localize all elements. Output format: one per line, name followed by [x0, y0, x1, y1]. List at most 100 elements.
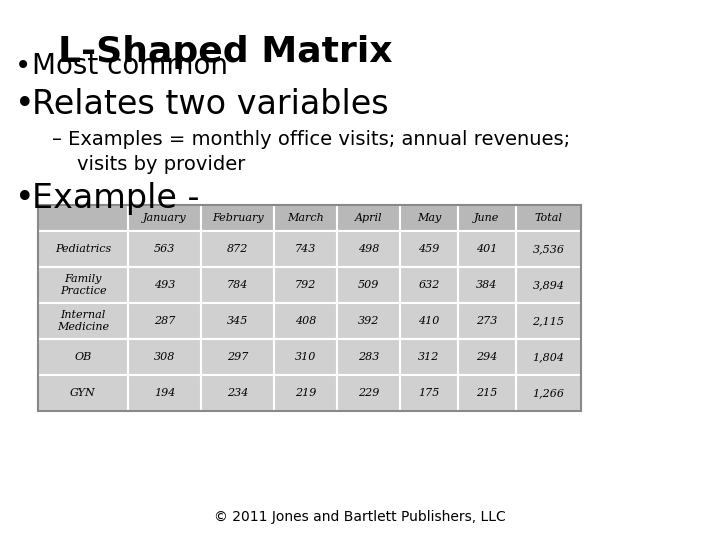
Bar — [128, 339, 201, 375]
Bar — [516, 205, 581, 231]
Text: 1,804: 1,804 — [533, 352, 564, 362]
Bar — [128, 205, 201, 231]
Text: GYN: GYN — [70, 388, 96, 398]
Bar — [201, 339, 274, 375]
Bar — [400, 303, 458, 339]
Bar — [516, 231, 581, 267]
Bar — [128, 231, 201, 267]
Bar — [274, 205, 337, 231]
Text: 392: 392 — [358, 316, 379, 326]
Bar — [400, 375, 458, 411]
Text: 3,536: 3,536 — [533, 244, 564, 254]
Bar — [337, 303, 400, 339]
Bar — [128, 303, 201, 339]
Bar — [400, 231, 458, 267]
Text: 401: 401 — [477, 244, 498, 254]
Bar — [337, 205, 400, 231]
Text: 459: 459 — [418, 244, 440, 254]
Text: 1,266: 1,266 — [533, 388, 564, 398]
Bar — [337, 375, 400, 411]
Text: 345: 345 — [227, 316, 248, 326]
Text: February: February — [212, 213, 264, 223]
Bar — [458, 205, 516, 231]
Text: 632: 632 — [418, 280, 440, 290]
Bar — [337, 267, 400, 303]
Text: Pediatrics: Pediatrics — [55, 244, 111, 254]
Text: •: • — [15, 88, 35, 121]
Text: April: April — [355, 213, 382, 223]
Text: 2,115: 2,115 — [533, 316, 564, 326]
Text: 297: 297 — [227, 352, 248, 362]
Bar — [38, 205, 581, 411]
Text: •: • — [15, 52, 31, 80]
Text: L-Shaped Matrix: L-Shaped Matrix — [58, 35, 392, 69]
Text: 273: 273 — [477, 316, 498, 326]
Text: 310: 310 — [294, 352, 316, 362]
Text: 493: 493 — [154, 280, 175, 290]
Text: OB: OB — [74, 352, 91, 362]
Text: 408: 408 — [294, 316, 316, 326]
Bar — [400, 339, 458, 375]
Bar — [337, 339, 400, 375]
Bar — [201, 231, 274, 267]
Bar — [38, 231, 128, 267]
Text: 312: 312 — [418, 352, 440, 362]
Bar — [400, 205, 458, 231]
Text: 743: 743 — [294, 244, 316, 254]
Text: 219: 219 — [294, 388, 316, 398]
Bar — [201, 375, 274, 411]
Bar — [274, 231, 337, 267]
Bar — [38, 339, 128, 375]
Text: May: May — [417, 213, 441, 223]
Text: Relates two variables: Relates two variables — [32, 88, 389, 121]
Text: 287: 287 — [154, 316, 175, 326]
Bar — [458, 303, 516, 339]
Bar — [274, 267, 337, 303]
Text: 872: 872 — [227, 244, 248, 254]
Text: 784: 784 — [227, 280, 248, 290]
Bar — [458, 375, 516, 411]
Text: Internal
Medicine: Internal Medicine — [57, 310, 109, 332]
Bar — [274, 303, 337, 339]
Bar — [38, 267, 128, 303]
Text: 283: 283 — [358, 352, 379, 362]
Bar — [458, 339, 516, 375]
Text: 3,894: 3,894 — [533, 280, 564, 290]
Text: 509: 509 — [358, 280, 379, 290]
Bar — [128, 375, 201, 411]
Text: 498: 498 — [358, 244, 379, 254]
Bar — [38, 375, 128, 411]
Text: 215: 215 — [477, 388, 498, 398]
Bar — [516, 267, 581, 303]
Bar — [400, 267, 458, 303]
Text: © 2011 Jones and Bartlett Publishers, LLC: © 2011 Jones and Bartlett Publishers, LL… — [214, 510, 506, 524]
Bar — [274, 375, 337, 411]
Text: Example -: Example - — [32, 182, 199, 215]
Bar — [516, 303, 581, 339]
Text: – Examples = monthly office visits; annual revenues;
    visits by provider: – Examples = monthly office visits; annu… — [52, 130, 570, 174]
Bar — [337, 231, 400, 267]
Text: March: March — [287, 213, 324, 223]
Text: 792: 792 — [294, 280, 316, 290]
Text: 308: 308 — [154, 352, 175, 362]
Text: 229: 229 — [358, 388, 379, 398]
Bar — [516, 375, 581, 411]
Bar — [458, 267, 516, 303]
Text: 563: 563 — [154, 244, 175, 254]
Bar — [38, 303, 128, 339]
Text: Most common: Most common — [32, 52, 228, 80]
Bar — [128, 267, 201, 303]
Text: Total: Total — [534, 213, 562, 223]
Text: June: June — [474, 213, 500, 223]
Bar — [274, 339, 337, 375]
Text: Family
Practice: Family Practice — [60, 274, 107, 296]
Text: 234: 234 — [227, 388, 248, 398]
Text: •: • — [15, 182, 35, 215]
Bar — [201, 205, 274, 231]
Text: 384: 384 — [477, 280, 498, 290]
Bar — [516, 339, 581, 375]
Text: 410: 410 — [418, 316, 440, 326]
Text: 175: 175 — [418, 388, 440, 398]
Bar — [201, 303, 274, 339]
Bar — [458, 231, 516, 267]
